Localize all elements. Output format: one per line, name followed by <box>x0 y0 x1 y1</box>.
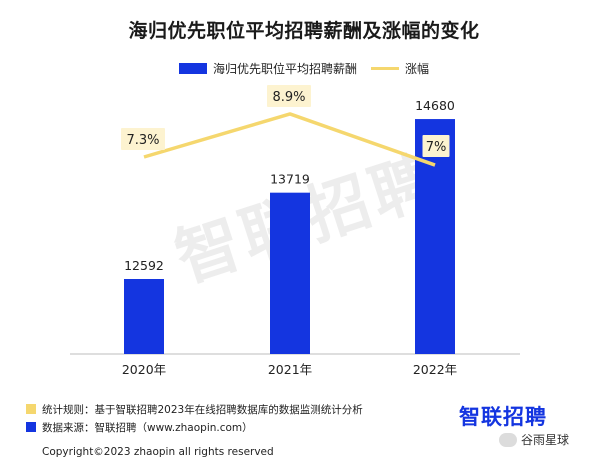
note-source-text: 数据来源：智联招聘（www.zhaopin.com） <box>42 421 253 434</box>
wechat-icon <box>499 432 517 447</box>
growth-line <box>143 112 436 167</box>
growth-label-box <box>267 85 311 107</box>
bar-value-label: 14680 <box>415 98 455 113</box>
account-name: 谷雨星球 <box>521 433 570 447</box>
legend-line-swatch <box>371 67 399 70</box>
note-source-marker <box>26 422 36 432</box>
x-tick-label: 2021年 <box>268 362 312 377</box>
legend-bar-label: 海归优先职位平均招聘薪酬 <box>212 62 357 76</box>
growth-label: 8.9% <box>272 90 305 105</box>
x-tick-label: 2020年 <box>122 362 166 377</box>
growth-label-box <box>121 128 165 150</box>
note-rule: 统计规则：基于智联招聘2023年在线招聘数据库的数据监测统计分析 <box>26 400 363 418</box>
bar-value-label: 13719 <box>270 172 310 187</box>
copyright: Copyright©2023 zhaopin all rights reserv… <box>42 446 274 458</box>
note-source: 数据来源：智联招聘（www.zhaopin.com） <box>26 418 363 436</box>
legend: 海归优先职位平均招聘薪酬 涨幅 <box>0 60 608 77</box>
bar-value-label: 12592 <box>124 258 164 273</box>
note-rule-marker <box>26 404 36 414</box>
legend-item-growth: 涨幅 <box>371 60 429 77</box>
legend-line-label: 涨幅 <box>405 62 430 76</box>
growth-label: 7% <box>426 140 447 155</box>
bar-2020年 <box>124 279 164 354</box>
note-rule-text: 统计规则：基于智联招聘2023年在线招聘数据库的数据监测统计分析 <box>42 403 363 416</box>
zhaopin-logo: 智联招聘 <box>459 405 547 429</box>
x-tick-label: 2022年 <box>413 362 457 377</box>
growth-label-box <box>422 135 450 157</box>
account-badge: 谷雨星球 <box>499 431 569 448</box>
bar-2021年 <box>270 192 310 354</box>
chart-title: 海归优先职位平均招聘薪酬及涨幅的变化 <box>128 20 480 42</box>
legend-item-salary: 海归优先职位平均招聘薪酬 <box>178 60 357 77</box>
bar-2022年 <box>415 119 455 354</box>
legend-bar-swatch <box>178 63 207 74</box>
growth-label: 7.3% <box>126 133 159 148</box>
notes: 统计规则：基于智联招聘2023年在线招聘数据库的数据监测统计分析 数据来源：智联… <box>26 400 363 436</box>
